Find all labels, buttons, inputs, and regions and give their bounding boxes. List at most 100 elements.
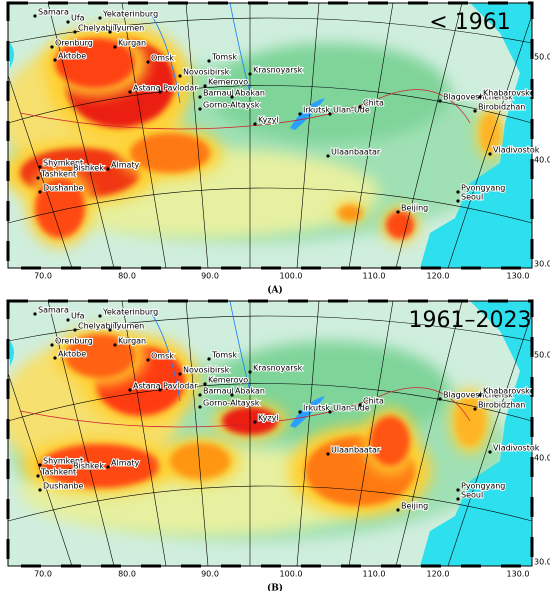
meridian [121, 3, 167, 268]
sea [10, 341, 14, 366]
city-label: Ulaanbaatar [331, 446, 381, 455]
city-dot [113, 343, 117, 347]
city-dot [456, 199, 460, 203]
city-dot [198, 95, 202, 99]
city-dot [473, 109, 477, 113]
city-label: Samara [38, 306, 69, 315]
city-dot [328, 112, 332, 116]
city-dot [358, 105, 362, 109]
city-dot [33, 14, 37, 18]
latitude-label: 40.0 [534, 156, 550, 165]
city-dot [108, 30, 112, 34]
city-label: Krasnoyarsk [253, 66, 303, 75]
meridian [447, 312, 532, 566]
city-label: Ufa [71, 312, 85, 321]
panel-caption: (B) [267, 583, 283, 591]
city-label: Kyzyl [258, 116, 279, 125]
city-label: Almaty [111, 459, 140, 468]
latitude-label: 50.0 [534, 53, 550, 62]
city-dot [203, 382, 207, 386]
hotspot [55, 38, 135, 88]
city-dot [326, 452, 330, 456]
city-dot [50, 343, 54, 347]
city-dot [38, 165, 42, 169]
city-dot [248, 72, 252, 76]
city-label: Tashkent [40, 468, 76, 477]
city-dot [113, 45, 117, 49]
city-label: Ulan-Ude [333, 106, 370, 115]
longitude-label: 110.0 [363, 272, 386, 281]
river [149, 3, 251, 104]
city-label: Beijing [401, 204, 428, 213]
city-dot [456, 488, 460, 492]
city-dot [456, 497, 460, 501]
city-label: Aktobe [58, 350, 86, 359]
city-label: Omsk [151, 54, 174, 63]
city-dot [230, 393, 234, 397]
city-label: Astana [133, 84, 161, 93]
city-label: Khabarovsk [483, 89, 530, 98]
panel-title: 1961–2023 [409, 308, 532, 333]
ocean [420, 301, 532, 566]
city-dot [358, 403, 362, 407]
panel-title: < 1961 [429, 10, 510, 35]
city-dot [207, 59, 211, 63]
city-dot [298, 112, 302, 116]
city-dot [178, 74, 182, 78]
city-label: Kemerovo [208, 78, 248, 87]
meridian [296, 301, 320, 566]
city-dot [253, 420, 257, 424]
ocean [420, 3, 532, 268]
city-label: Chita [363, 397, 384, 406]
city-label: Ulaanbaatar [331, 148, 381, 157]
city-label: Ufa [71, 14, 85, 23]
city-label: Novosibirsk [183, 366, 230, 375]
city-dot [438, 397, 442, 401]
city-dot [230, 95, 234, 99]
city-dot [198, 405, 202, 409]
meridian [121, 301, 167, 566]
city-label: Yekaterinburg [102, 308, 158, 317]
city-dot [488, 450, 492, 454]
city-label: Dushanbe [43, 482, 84, 491]
frame-inner [7, 2, 533, 269]
longitude-label: 70.0 [34, 272, 52, 281]
parallel [8, 187, 532, 224]
city-dot [146, 60, 150, 64]
river [149, 301, 251, 402]
city-label: Tomsk [211, 351, 237, 360]
panel-caption: (A) [267, 285, 283, 296]
sea [10, 43, 14, 68]
latitude-label: 50.0 [534, 351, 550, 360]
city-dot [207, 357, 211, 361]
city-label: Pavlodar [163, 84, 198, 93]
city-label: Pyongyang [461, 482, 505, 491]
city-dot [438, 99, 442, 103]
meridian [8, 372, 73, 566]
city-dot [396, 210, 400, 214]
city-label: Tomsk [211, 53, 237, 62]
meridian [185, 3, 209, 268]
city-label: Chelyabinsk [78, 322, 127, 331]
city-dot [203, 84, 207, 88]
meridian [395, 3, 463, 268]
hotspot [35, 178, 85, 238]
city-dot [198, 107, 202, 111]
parallel [8, 315, 532, 342]
city-dot [146, 358, 150, 362]
city-dot [396, 508, 400, 512]
city-dot [73, 30, 77, 34]
city-label: Kurgan [118, 39, 146, 48]
city-label: Gorno-Altaysk [203, 399, 260, 408]
meridian [185, 301, 209, 566]
city-label: Yekaterinburg [102, 10, 158, 19]
city-label: Almaty [111, 161, 140, 170]
longitude-label: 90.0 [201, 570, 219, 579]
city-dot [128, 90, 132, 94]
meridian [395, 301, 463, 566]
meridian [8, 74, 73, 268]
meridian [447, 14, 532, 268]
city-dot [38, 463, 42, 467]
